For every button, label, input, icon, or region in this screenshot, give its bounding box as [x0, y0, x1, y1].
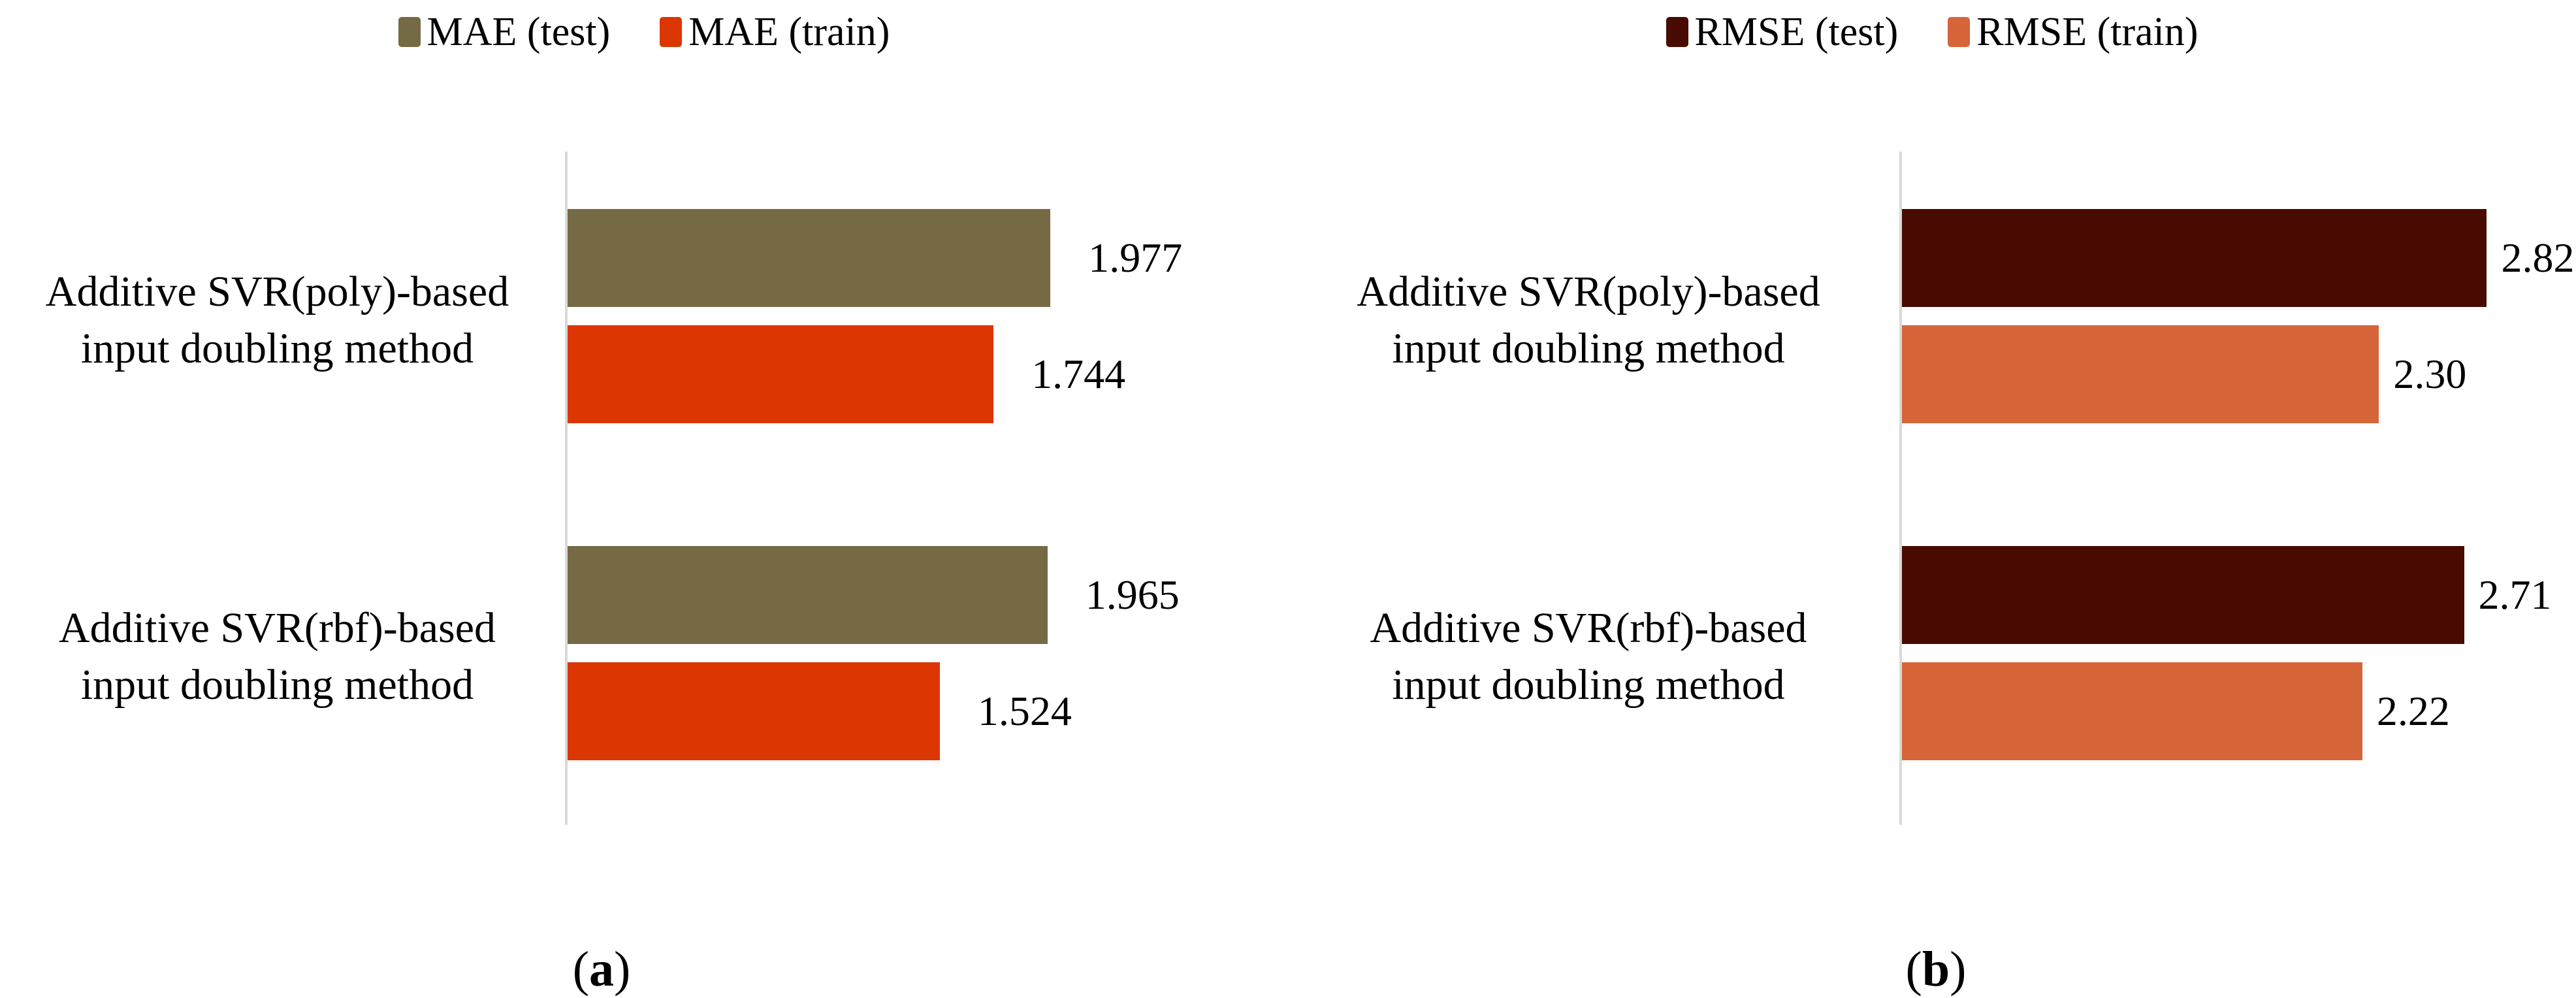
bars: 1.977 1.965 1.744 1.524	[568, 152, 1288, 825]
caption-letter: a	[589, 942, 614, 997]
category-label: Additive SVR(poly)-based input doubling m…	[1357, 267, 1820, 372]
bar-mae-train-0	[568, 325, 994, 423]
caption-paren-close: )	[1950, 942, 1967, 997]
category-label: Additive SVR(poly)-based input doubling m…	[45, 267, 509, 372]
category-labels: Additive SVR(poly)-based input doubling m…	[0, 152, 555, 825]
y-axis-line	[1899, 152, 1902, 825]
bar-row-mae-train-0: 1.744	[568, 325, 1288, 423]
legend-label: RMSE (test)	[1694, 10, 1899, 54]
bar-rmse-train-0	[1902, 325, 2379, 423]
bar-row-mae-train-1: 1.524	[568, 662, 1288, 760]
legend: MAE (test) MAE (train)	[0, 4, 1288, 60]
chart-panel-a: MAE (test) MAE (train) Additive SVR(poly)…	[0, 4, 1288, 994]
category-label: Additive SVR(rbf)-based input doubling me…	[58, 604, 496, 709]
bar-value-label: 2.22	[2376, 687, 2450, 734]
legend-item-mae-train: MAE (train)	[660, 12, 890, 52]
legend-item-rmse-test: RMSE (test)	[1666, 10, 1899, 54]
bar-value-label: 1.524	[977, 687, 1072, 734]
bar-row-rmse-train-0: 2.30	[1902, 325, 2576, 423]
category-labels: Additive SVR(poly)-based input doubling m…	[1288, 152, 1889, 825]
bar-mae-test-1	[568, 545, 1048, 644]
bar-mae-test-0	[568, 209, 1051, 307]
bar-mae-train-1	[568, 662, 940, 760]
legend-item-rmse-train: RMSE (train)	[1948, 12, 2198, 52]
panel-caption-a: (a)	[573, 944, 631, 994]
caption-paren-close: )	[614, 942, 631, 997]
legend-item-mae-test: MAE (test)	[398, 10, 611, 54]
legend: RMSE (test) RMSE (train)	[1288, 4, 2576, 60]
bar-rmse-train-1	[1902, 662, 2362, 760]
bar-value-label: 2.71	[2478, 571, 2552, 618]
caption-letter: b	[1922, 942, 1950, 997]
legend-label: MAE (test)	[427, 10, 611, 54]
bar-value-label: 2.82	[2501, 234, 2575, 281]
panel-caption-b: (b)	[1906, 944, 1967, 994]
bar-value-label: 1.977	[1088, 234, 1183, 281]
legend-swatch-rmse-test	[1666, 17, 1688, 47]
legend-label: MAE (train)	[688, 10, 890, 54]
bar-row-rmse-test-1: 2.71	[1902, 545, 2576, 644]
plot-area: Additive SVR(poly)-based input doubling m…	[0, 152, 1288, 825]
category-label: Additive SVR(rbf)-based input doubling me…	[1370, 604, 1807, 709]
bar-rmse-test-1	[1902, 545, 2464, 644]
chart-panel-b: RMSE (test) RMSE (train) Additive SVR(pol…	[1288, 0, 2576, 998]
bar-value-label: 1.744	[1031, 351, 1126, 397]
caption-paren-open: (	[572, 942, 589, 997]
caption-paren-open: (	[1905, 942, 1922, 997]
legend-swatch-rmse-train	[1948, 17, 1971, 47]
legend-swatch-mae-test	[398, 17, 421, 47]
legend-swatch-mae-train	[660, 17, 683, 47]
bar-row-rmse-test-0: 2.82	[1902, 209, 2576, 307]
bar-row-mae-test-0: 1.977	[568, 209, 1288, 307]
bar-value-label: 2.30	[2393, 351, 2467, 397]
bar-rmse-test-0	[1902, 209, 2487, 307]
bars: 2.82 2.71 2.30 2.22	[1902, 152, 2576, 825]
plot-area: Additive SVR(poly)-based input doubling m…	[1288, 152, 2576, 825]
bar-row-rmse-train-1: 2.22	[1902, 662, 2576, 760]
legend-label: RMSE (train)	[1976, 10, 2198, 54]
y-axis-line	[565, 152, 568, 825]
bar-row-mae-test-1: 1.965	[568, 545, 1288, 644]
bar-value-label: 1.965	[1085, 571, 1180, 618]
